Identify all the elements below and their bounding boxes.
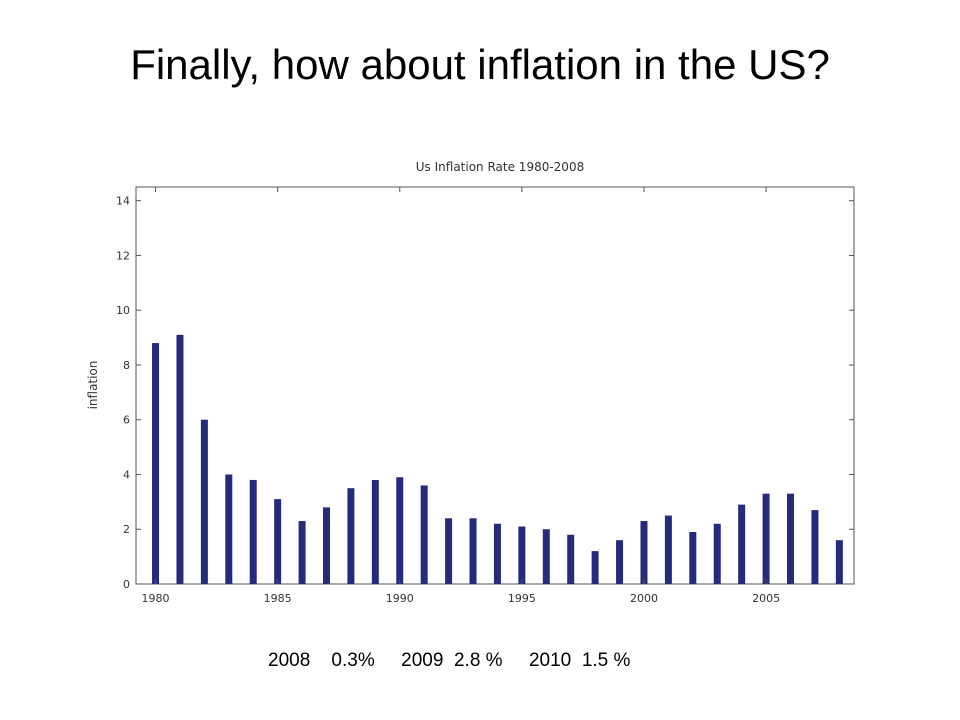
footnote-value-2009: 2.8 % — [453, 650, 503, 671]
bar-1991 — [420, 485, 428, 584]
bar-1981 — [176, 334, 184, 584]
x-tick-label-1990: 1990 — [386, 592, 414, 605]
bar-1997 — [567, 534, 575, 584]
footnote-year-2008: 2008 — [268, 650, 311, 671]
bar-2008 — [835, 540, 843, 584]
footnote-value-2008: 0.3% — [331, 650, 375, 671]
bar-1993 — [469, 518, 477, 584]
y-tick-label-4: 4 — [123, 468, 130, 481]
y-tick-label-12: 12 — [116, 249, 130, 262]
bar-1986 — [298, 521, 306, 584]
bar-1996 — [542, 529, 550, 584]
bar-1989 — [371, 479, 379, 584]
y-tick-label-8: 8 — [123, 359, 130, 372]
x-axis: 1980 1985 1990 1995 2000 2005 — [142, 187, 780, 605]
y-tick-label-0: 0 — [123, 578, 130, 591]
bar-1983 — [225, 474, 233, 584]
x-tick-label-1995: 1995 — [508, 592, 536, 605]
bar-2002 — [689, 531, 697, 584]
bar-series — [152, 334, 843, 584]
bar-1982 — [200, 419, 208, 584]
y-tick-label-6: 6 — [123, 414, 130, 427]
bar-1984 — [249, 479, 257, 584]
x-tick-label-1980: 1980 — [142, 592, 170, 605]
bar-1994 — [493, 523, 501, 584]
bar-2004 — [738, 504, 746, 584]
bar-2000 — [640, 521, 648, 584]
inflation-footnote: 2008 0.3% 2009 2.8 % 2010 1.5 % — [268, 650, 630, 672]
chart-title: Us Inflation Rate 1980-2008 — [416, 160, 584, 174]
y-axis-label: inflation — [86, 361, 100, 410]
footnote-year-2010: 2010 — [528, 650, 572, 671]
bar-2003 — [713, 523, 721, 584]
bar-1985 — [274, 499, 282, 584]
slide-title: Finally, how about inflation in the US? — [130, 41, 830, 88]
y-axis: 0 2 4 6 8 10 12 14 — [116, 195, 854, 591]
y-tick-label-10: 10 — [116, 304, 130, 317]
bar-1998 — [591, 551, 599, 584]
bar-1980 — [152, 343, 160, 584]
bar-2005 — [762, 493, 770, 584]
bar-1999 — [616, 540, 624, 584]
bar-1987 — [322, 507, 330, 584]
bar-2007 — [811, 510, 819, 584]
x-tick-label-1985: 1985 — [264, 592, 292, 605]
bar-1995 — [518, 526, 526, 584]
bar-1988 — [347, 488, 355, 584]
x-tick-label-2000: 2000 — [630, 592, 658, 605]
bar-1992 — [445, 518, 453, 584]
footnote-year-2009: 2009 — [401, 650, 444, 671]
y-tick-label-2: 2 — [123, 523, 130, 536]
y-tick-label-14: 14 — [116, 195, 130, 208]
footnote-value-2010: 1.5 % — [581, 650, 631, 671]
bar-2001 — [664, 515, 672, 584]
bar-2006 — [787, 493, 794, 584]
x-tick-label-2005: 2005 — [752, 592, 780, 605]
bar-1990 — [396, 477, 404, 584]
